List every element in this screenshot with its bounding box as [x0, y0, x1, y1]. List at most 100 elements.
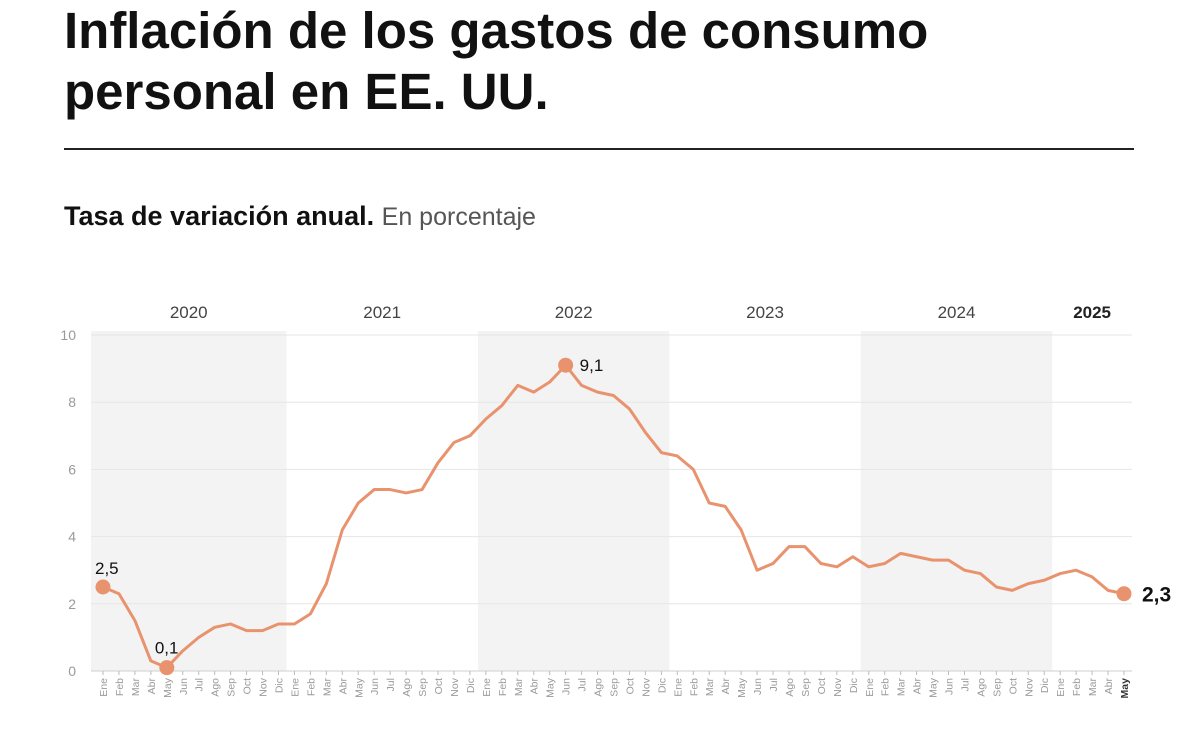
data-label: 0,1	[155, 639, 179, 658]
y-axis-ticks: 0 2 4 6 8 10	[60, 327, 76, 679]
x-axis-ticks: Ene Feb Mar Abr May Jun Jul Ago Sep Oct Nov Dic Ene F…	[98, 671, 1131, 698]
x-tick-label: Feb	[497, 678, 509, 696]
subtitle-units: En porcentaje	[381, 203, 536, 231]
x-tick-label: May	[928, 677, 940, 698]
x-tick-label: Sep	[226, 678, 238, 697]
x-tick-label: Ene	[98, 678, 110, 697]
x-tick-label: Abr	[337, 678, 349, 695]
x-tick-label: Dic	[465, 678, 477, 693]
y-tick-label-6: 6	[68, 461, 76, 477]
x-tick-label: Ago	[210, 678, 222, 697]
x-tick-label: Mar	[130, 678, 142, 697]
x-tick-label: Jul	[577, 678, 589, 691]
year-label-2020: 2020	[170, 303, 208, 322]
data-point-marker	[95, 579, 111, 595]
x-tick-label: Sep	[800, 678, 812, 697]
data-label: 9,1	[580, 356, 604, 375]
series-line-group	[101, 363, 1126, 670]
x-tick-label: Nov	[258, 677, 270, 696]
x-tick-label: Jun	[752, 678, 764, 695]
x-tick-label: Mar	[1087, 678, 1099, 697]
x-tick-label: Ago	[784, 678, 796, 697]
x-tick-label: May	[736, 677, 748, 698]
x-tick-label: Feb	[880, 678, 892, 696]
x-tick-label: Oct	[624, 678, 636, 694]
year-label-2025: 2025	[1073, 303, 1111, 322]
x-tick-label: Feb	[305, 678, 317, 696]
data-label: 2,5	[95, 559, 119, 578]
x-tick-label: Ago	[975, 678, 987, 697]
x-tick-label: Mar	[896, 678, 908, 697]
year-label-2024: 2024	[938, 303, 976, 322]
x-tick-label: Abr	[146, 678, 158, 695]
x-tick-label: Abr	[1103, 678, 1115, 695]
x-tick-label: Dic	[273, 678, 285, 693]
x-tick-label: May	[353, 677, 365, 698]
x-tick-label: Ago	[401, 678, 413, 697]
data-point-marker	[1116, 586, 1132, 602]
x-tick-label: Jul	[768, 678, 780, 691]
y-tick-label-0: 0	[68, 663, 76, 679]
x-tick-label: Jul	[194, 678, 206, 691]
x-tick-label: Ene	[1055, 678, 1067, 697]
year-band-2022	[477, 331, 670, 671]
data-label: 2,3	[1142, 584, 1171, 607]
y-tick-label-8: 8	[68, 394, 76, 410]
year-label-2021: 2021	[363, 303, 401, 322]
y-tick-label-10: 10	[60, 327, 76, 343]
x-tick-label: Abr	[912, 678, 924, 695]
series-line	[101, 363, 1126, 670]
x-tick-label: Jul	[959, 678, 971, 691]
chart-subtitle: Tasa de variación anual. En porcentaje	[64, 201, 536, 232]
x-tick-label: Oct	[1007, 678, 1019, 694]
data-point-marker	[558, 357, 574, 373]
x-tick-label: Nov	[449, 677, 461, 696]
x-tick-label: Ene	[864, 678, 876, 697]
x-tick-label: Mar	[321, 678, 333, 697]
x-tick-label: Dic	[656, 678, 668, 693]
year-label-2023: 2023	[746, 303, 784, 322]
x-tick-label: Mar	[704, 678, 716, 697]
x-tick-label: Abr	[720, 678, 732, 695]
data-point-marker	[159, 660, 175, 676]
y-tick-label-4: 4	[68, 529, 76, 545]
x-tick-label: May	[545, 677, 557, 698]
year-band-2024	[860, 331, 1053, 671]
x-tick-label: Nov	[1023, 677, 1035, 696]
x-tick-label: Jun	[178, 678, 190, 695]
title-divider	[64, 148, 1134, 150]
year-shading	[91, 331, 1053, 671]
year-labels: 2020 2021 2022 2023 2024 2025	[170, 303, 1111, 322]
x-tick-label: Oct	[242, 678, 254, 694]
annotations: 2,5 0,1 9,1 2,3	[95, 356, 1171, 676]
x-tick-label: Ene	[289, 678, 301, 697]
x-tick-label: Feb	[1071, 678, 1083, 696]
gridlines	[91, 334, 1132, 672]
x-tick-label: Nov	[832, 677, 844, 696]
x-tick-label: Nov	[640, 677, 652, 696]
subtitle-bold: Tasa de variación anual.	[64, 201, 375, 231]
x-tick-label: Ago	[593, 678, 605, 697]
x-tick-label: Jul	[385, 678, 397, 691]
x-tick-label: Oct	[433, 678, 445, 694]
x-tick-label: Dic	[848, 678, 860, 693]
x-tick-label: Ene	[672, 678, 684, 697]
x-tick-label: Feb	[114, 678, 126, 696]
x-tick-label: Jun	[944, 678, 956, 695]
x-tick-label: Jun	[369, 678, 381, 695]
x-tick-label: Dic	[1039, 678, 1051, 693]
x-tick-label: Jun	[561, 678, 573, 695]
x-tick-label: Mar	[513, 678, 525, 697]
year-band-2020	[91, 331, 287, 671]
chart-title: Inflación de los gastos de consumo perso…	[64, 2, 929, 120]
x-tick-label: Oct	[816, 678, 828, 694]
x-tick-label: Abr	[529, 678, 541, 695]
x-tick-label: Ene	[481, 678, 493, 697]
x-tick-label: Feb	[688, 678, 700, 696]
x-tick-label: Sep	[609, 678, 621, 697]
year-label-2022: 2022	[555, 303, 593, 322]
x-tick-label: Sep	[991, 678, 1003, 697]
x-tick-label: May	[1119, 678, 1131, 699]
y-tick-label-2: 2	[68, 596, 76, 612]
